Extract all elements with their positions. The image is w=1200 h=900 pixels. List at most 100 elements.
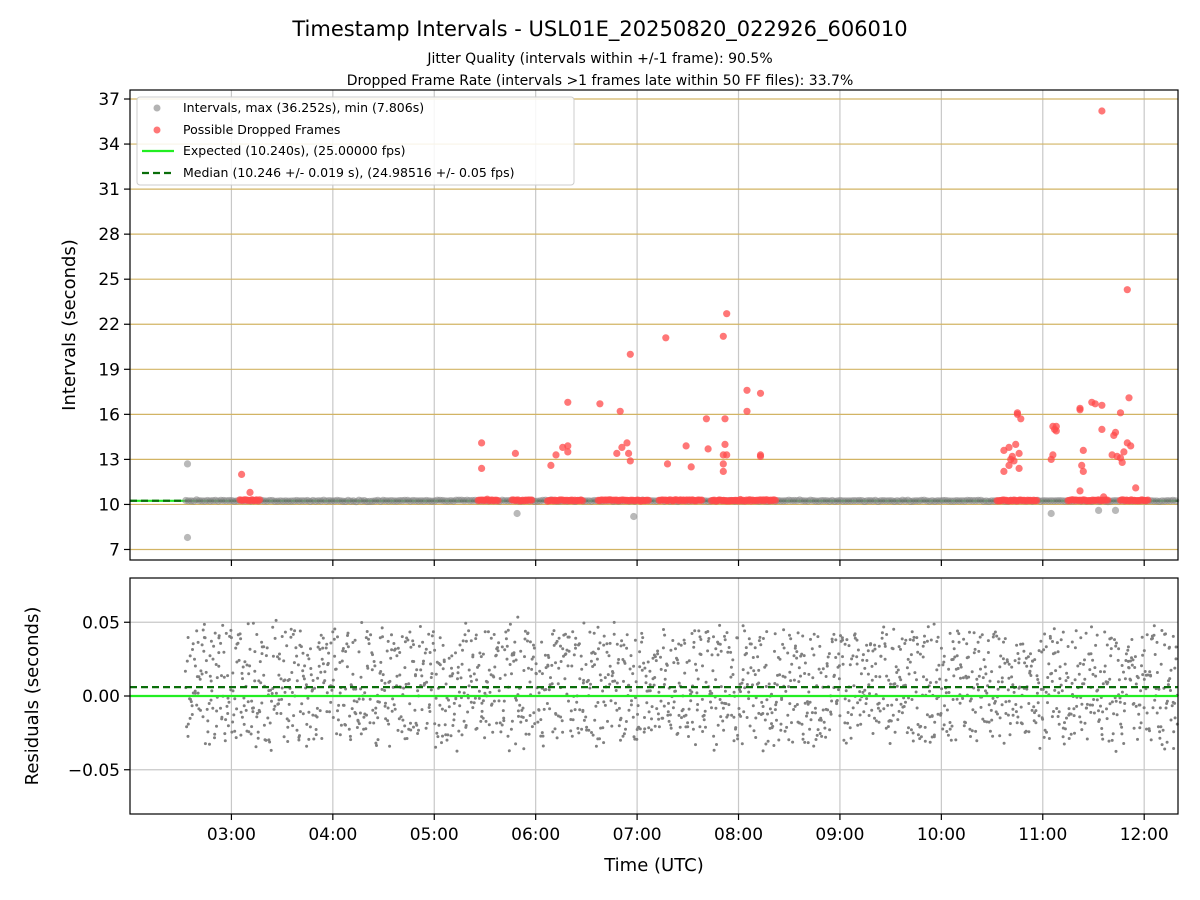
residual-point	[988, 679, 992, 683]
residual-point	[979, 667, 982, 671]
residual-point	[754, 716, 758, 720]
residual-point	[1108, 702, 1112, 706]
residual-point	[534, 662, 538, 666]
residual-point	[289, 627, 293, 631]
residual-point	[711, 669, 715, 673]
residual-point	[602, 634, 606, 638]
residual-point	[752, 669, 756, 673]
residual-point	[226, 696, 230, 700]
residual-point	[217, 664, 221, 668]
residual-point	[659, 699, 663, 703]
residual-point	[1012, 690, 1016, 694]
residual-point	[591, 665, 595, 668]
residual-point	[559, 660, 563, 663]
residual-point	[504, 630, 508, 634]
residuals-y-tick-label: −0.05	[68, 761, 120, 781]
residual-point	[1041, 717, 1045, 721]
residual-point	[662, 704, 666, 708]
residual-point	[521, 715, 525, 719]
residual-point	[932, 622, 936, 626]
residual-point	[385, 649, 389, 653]
residual-point	[928, 715, 932, 719]
residual-point	[428, 710, 432, 713]
residual-point	[188, 716, 192, 720]
residual-point	[1129, 678, 1133, 682]
residual-point	[865, 697, 869, 701]
residual-point	[328, 710, 331, 714]
residual-point	[745, 651, 748, 655]
residual-point	[812, 653, 816, 657]
residual-point	[1119, 722, 1123, 726]
residual-point	[316, 676, 320, 680]
residual-point	[405, 737, 409, 740]
residual-point	[1040, 650, 1044, 654]
residual-point	[878, 709, 882, 713]
residual-point	[919, 735, 923, 739]
residual-point	[347, 727, 351, 731]
residual-point	[723, 638, 727, 642]
residual-point	[792, 678, 796, 682]
residual-point	[447, 705, 451, 709]
residual-point	[282, 735, 286, 739]
residual-point	[951, 698, 955, 701]
residual-point	[923, 739, 927, 743]
residual-point	[998, 716, 1002, 720]
residual-point	[1052, 627, 1056, 631]
residual-point	[789, 679, 793, 683]
residual-point	[460, 662, 464, 666]
residual-point	[907, 696, 910, 700]
residual-point	[532, 643, 535, 647]
residual-point	[989, 708, 993, 712]
residual-point	[638, 665, 642, 669]
residual-point	[418, 625, 422, 628]
residual-point	[434, 672, 438, 676]
residual-point	[506, 628, 510, 632]
intervals-y-tick-label: 13	[98, 450, 120, 470]
residual-point	[959, 663, 963, 667]
residual-point	[704, 680, 708, 684]
dropped-frame-point	[1098, 401, 1106, 409]
residual-point	[1090, 625, 1093, 629]
residual-point	[976, 640, 980, 644]
residual-point	[487, 723, 491, 727]
residual-point	[845, 638, 849, 642]
residual-point	[830, 637, 834, 641]
residual-point	[645, 701, 649, 705]
residual-point	[1138, 726, 1142, 730]
dropped-frame-point	[644, 496, 653, 504]
residual-point	[1088, 703, 1092, 707]
residual-point	[1072, 714, 1076, 718]
residual-point	[245, 663, 249, 667]
residual-point	[337, 703, 341, 707]
residual-point	[469, 674, 473, 678]
residual-point	[466, 696, 470, 700]
residual-point	[441, 667, 445, 671]
residual-point	[1118, 696, 1122, 700]
residual-point	[554, 661, 557, 665]
residual-point	[732, 690, 736, 694]
residual-point	[474, 633, 478, 637]
residual-point	[264, 738, 268, 742]
residual-point	[823, 726, 827, 730]
residual-point	[225, 704, 229, 708]
residual-point	[554, 712, 558, 716]
residual-point	[869, 642, 873, 646]
residual-point	[201, 628, 205, 632]
residual-point	[648, 669, 652, 673]
residual-point	[1000, 676, 1004, 680]
residual-point	[433, 648, 437, 652]
residual-point	[497, 641, 501, 645]
residual-point	[374, 741, 378, 745]
residual-point	[260, 652, 264, 656]
residual-point	[357, 650, 361, 654]
residual-point	[1034, 709, 1038, 713]
residual-point	[926, 625, 930, 629]
residual-point	[861, 658, 865, 662]
residual-point	[795, 650, 799, 654]
dropped-frame-point	[256, 496, 264, 504]
residual-point	[282, 659, 286, 663]
residual-point	[874, 719, 878, 723]
dropped-frame-point	[494, 497, 502, 505]
residual-point	[287, 702, 291, 706]
residual-point	[1052, 710, 1055, 713]
